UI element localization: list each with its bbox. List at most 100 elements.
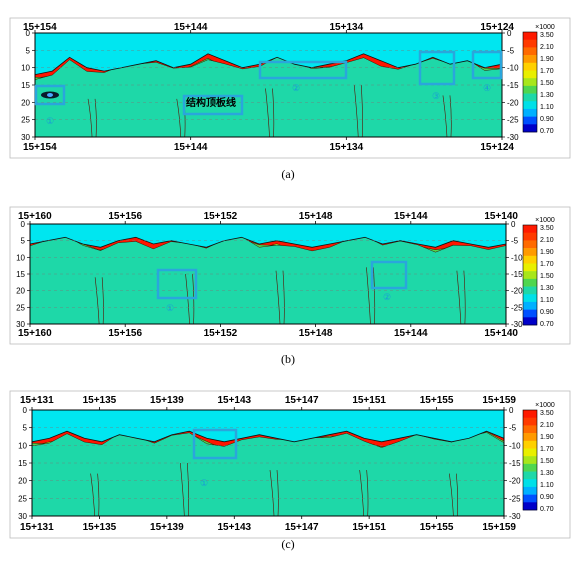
- legend-swatch: [523, 108, 537, 117]
- plot-area: [35, 33, 502, 137]
- depth-label-right: 0: [509, 406, 514, 415]
- station-label-bottom: 15+131: [20, 522, 54, 533]
- station-label-top: 15+140: [484, 211, 518, 222]
- station-label-top: 15+156: [108, 211, 142, 222]
- legend-label: 3.50: [540, 225, 554, 232]
- legend-label: 1.90: [540, 434, 554, 441]
- legend-label: 1.90: [540, 56, 554, 63]
- station-label-top: 15+154: [23, 22, 57, 33]
- annotation-label: ④: [483, 83, 491, 93]
- depth-label-right: -10: [507, 64, 519, 73]
- legend-swatch: [523, 225, 537, 233]
- depth-label-left: 10: [21, 64, 30, 73]
- legend-swatch: [523, 55, 537, 64]
- anomaly-center: [47, 93, 53, 97]
- legend-label: 2.10: [540, 422, 554, 429]
- depth-label-right: -15: [509, 459, 521, 468]
- depth-label-right: -25: [507, 116, 519, 125]
- legend-swatch: [523, 456, 537, 465]
- highlight-box: [182, 94, 244, 116]
- legend-swatch: [523, 309, 537, 318]
- station-label-top: 15+135: [83, 395, 117, 406]
- legend-label: 1.50: [540, 273, 554, 280]
- depth-label-left: 0: [23, 406, 28, 415]
- station-label-bottom: 15+124: [480, 142, 514, 153]
- station-label-top: 15+155: [420, 395, 454, 406]
- depth-label-left: 15: [18, 459, 27, 468]
- legend-swatch: [523, 62, 537, 71]
- annotation-label: 结构顶板线: [186, 96, 236, 109]
- station-label-top: 15+144: [394, 211, 428, 222]
- panel-caption: (b): [281, 352, 295, 366]
- station-label-bottom: 15+140: [484, 328, 518, 339]
- legend-swatch: [523, 463, 537, 472]
- annotation-label: ①: [166, 303, 174, 313]
- station-label-bottom: 15+139: [150, 522, 184, 533]
- station-label-top: 15+144: [174, 22, 208, 33]
- legend-swatch: [523, 486, 537, 495]
- legend-label: 1.30: [540, 285, 554, 292]
- legend-swatch: [523, 248, 537, 257]
- legend-label: 2.10: [540, 44, 554, 51]
- panel-border: [9, 17, 571, 159]
- panel-a: 0 0 5 -5 10 -10 15 -15 20 -20 25 -25 30 -30 15+154 15+1…: [9, 17, 571, 181]
- station-label-top: 15+143: [217, 395, 251, 406]
- depth-label-right: -20: [507, 98, 519, 107]
- legend-label: 3.50: [540, 32, 554, 39]
- station-label-top: 15+147: [285, 395, 319, 406]
- depth-label-right: -15: [511, 270, 523, 279]
- highlight-box: [258, 60, 348, 80]
- legend-swatch: [523, 471, 537, 480]
- station-label-bottom: 15+159: [482, 522, 516, 533]
- panel-caption: (c): [281, 537, 294, 551]
- deep-anomaly: [442, 95, 452, 137]
- legend-frame: [522, 224, 538, 326]
- depth-label-right: -10: [509, 441, 521, 450]
- annotation-label: ②: [383, 292, 391, 302]
- resistive-layer: [32, 410, 504, 443]
- highlight-box: [418, 50, 456, 86]
- legend-swatch: [523, 410, 537, 418]
- highlight-box: [192, 428, 238, 460]
- legend-unit: ×1000: [535, 217, 555, 224]
- depth-label-right: -25: [511, 303, 523, 312]
- station-label-bottom: 15+155: [420, 522, 454, 533]
- legend-swatch: [523, 39, 537, 48]
- deep-anomaly: [366, 267, 376, 324]
- station-label-bottom: 15+148: [299, 328, 333, 339]
- depth-label-left: 10: [16, 253, 25, 262]
- legend-swatch: [523, 85, 537, 94]
- legend-swatch: [523, 78, 537, 87]
- depth-label-right: -30: [511, 320, 523, 329]
- legend-unit: ×1000: [535, 402, 555, 409]
- legend-swatch: [523, 271, 537, 280]
- legend-swatch: [523, 47, 537, 56]
- legend-swatch: [523, 286, 537, 295]
- legend-label: 0.70: [540, 321, 554, 328]
- annotation-label: ①: [46, 116, 54, 126]
- legend-swatch: [523, 479, 537, 488]
- station-label-bottom: 15+147: [285, 522, 319, 533]
- depth-label-right: 0: [511, 220, 516, 229]
- station-label-top: 15+124: [480, 22, 514, 33]
- legend-frame: [522, 409, 538, 511]
- depth-label-right: 0: [507, 29, 512, 38]
- station-label-bottom: 15+152: [204, 328, 238, 339]
- highlight-box: [471, 50, 503, 80]
- depth-label-left: 30: [21, 133, 30, 142]
- depth-label-left: 15: [16, 270, 25, 279]
- legend-swatch: [523, 240, 537, 249]
- depth-label-left: 25: [18, 494, 27, 503]
- legend-label: 1.10: [540, 297, 554, 304]
- contour-band: [32, 432, 504, 516]
- depth-label-right: -30: [507, 133, 519, 142]
- depth-label-left: 30: [16, 320, 25, 329]
- depth-label-right: -5: [507, 46, 515, 55]
- station-label-top: 15+152: [204, 211, 238, 222]
- depth-label-left: 30: [18, 512, 27, 521]
- depth-label-left: 5: [21, 237, 26, 246]
